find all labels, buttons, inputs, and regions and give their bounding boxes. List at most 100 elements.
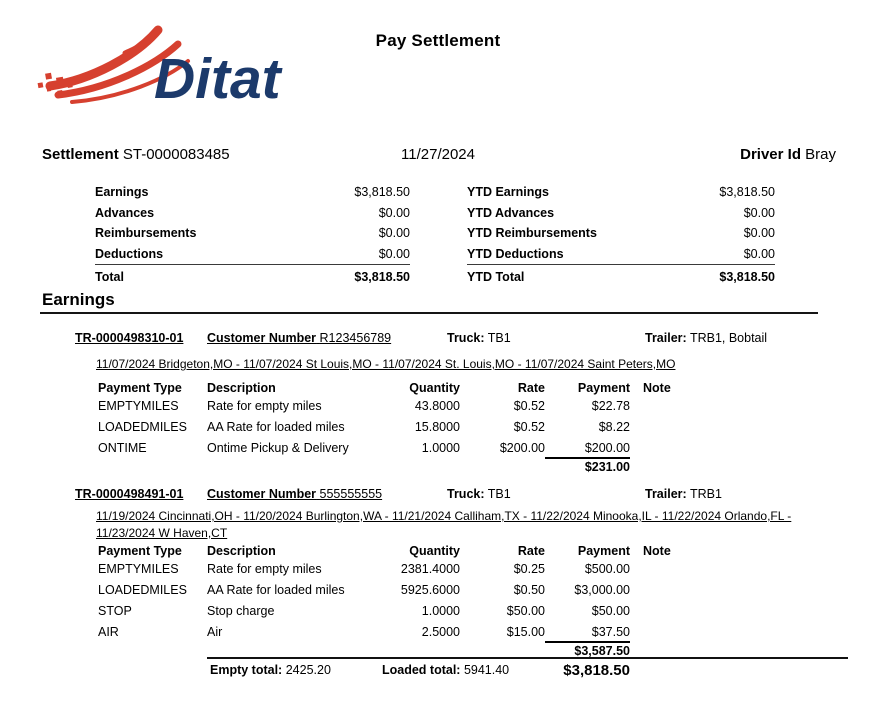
truck-value: TB1 — [487, 487, 511, 501]
trailer-value: TRB1, Bobtail — [689, 331, 768, 345]
summary-row: YTD Advances $0.00 — [467, 203, 775, 224]
loaded-total-label: Loaded total: — [382, 663, 461, 677]
settlement-number-value: ST-0000083485 — [122, 146, 230, 163]
summary-value: $0.00 — [378, 205, 410, 220]
truck-label: Truck: — [447, 487, 485, 501]
ditat-logo: Ditat — [36, 22, 306, 111]
document-title: Pay Settlement — [375, 31, 501, 50]
column-header-rate: Rate — [517, 544, 545, 558]
summary-value: $0.00 — [743, 246, 775, 261]
summary-value: $3,818.50 — [719, 185, 775, 199]
column-header-description: Description — [207, 381, 276, 395]
summary-label: YTD Deductions — [467, 246, 564, 261]
summary-row: Earnings $3,818.50 — [95, 182, 410, 203]
description-cell: Rate for empty miles — [207, 399, 322, 413]
payment-table-header: Payment Type Description Quantity Rate P… — [98, 544, 876, 562]
rate-cell: $0.50 — [513, 583, 545, 597]
column-header-rate: Rate — [517, 381, 545, 395]
summary-total-label: YTD Total — [467, 269, 525, 284]
column-header-payment-type: Payment Type — [98, 381, 182, 395]
customer-number: Customer Number 555555555 — [207, 487, 447, 502]
summary-total-value: $3,818.50 — [354, 269, 410, 284]
summary-total-row: YTD Total $3,818.50 — [467, 264, 775, 287]
column-header-description: Description — [207, 544, 276, 558]
truck: Truck: TB1 — [447, 487, 645, 502]
payment-type-cell: LOADEDMILES — [98, 583, 187, 597]
trip-route: 11/07/2024 Bridgeton,MO - 11/07/2024 St … — [96, 357, 676, 371]
description-cell: Ontime Pickup & Delivery — [207, 441, 349, 455]
trailer: Trailer: TRB1, Bobtail — [645, 331, 876, 346]
trip-subtotal-value: $3,587.50 — [545, 641, 630, 658]
column-header-note: Note — [643, 544, 671, 558]
payment-cell: $8.22 — [598, 420, 630, 434]
column-header-payment: Payment — [577, 544, 630, 558]
truck: Truck: TB1 — [447, 331, 645, 346]
summary-total-value: $3,818.50 — [719, 269, 775, 284]
payment-cell: $22.78 — [591, 399, 630, 413]
empty-total-value: 2425.20 — [285, 663, 331, 677]
quantity-cell: 2381.4000 — [400, 562, 460, 576]
empty-total: Empty total: 2425.20 — [210, 663, 382, 679]
payment-cell: $3,000.00 — [574, 583, 630, 597]
settlement-date: 11/27/2024 — [401, 146, 475, 163]
description-cell: Air — [207, 625, 223, 639]
quantity-cell: 2.5000 — [421, 625, 460, 639]
note-cell — [630, 420, 710, 441]
grand-total-value: $3,818.50 — [563, 662, 630, 679]
summary-label: YTD Reimbursements — [467, 226, 597, 240]
note-cell — [630, 625, 710, 641]
summary-value: $0.00 — [378, 226, 410, 240]
summary-row: YTD Reimbursements $0.00 — [467, 223, 775, 244]
earnings-section-divider — [40, 312, 818, 314]
trip-header: TR-0000498491-01 Customer Number 5555555… — [75, 487, 876, 502]
trip-id: TR-0000498310-01 — [75, 331, 184, 345]
payment-row: LOADEDMILES AA Rate for loaded miles 592… — [98, 583, 876, 604]
summary-label: Earnings — [95, 185, 149, 199]
payment-type-cell: STOP — [98, 604, 132, 618]
description-cell: Stop charge — [207, 604, 275, 618]
driver-id-value: Bray — [805, 146, 836, 163]
loaded-total: Loaded total: 5941.40 — [382, 663, 542, 679]
trip-header: TR-0000498310-01 Customer Number R123456… — [75, 331, 876, 346]
description-cell: AA Rate for loaded miles — [207, 583, 345, 597]
summary-row: Advances $0.00 — [95, 203, 410, 224]
customer-number-label: Customer Number — [207, 487, 317, 501]
column-header-note: Note — [643, 381, 671, 395]
earnings-section-heading: Earnings — [42, 290, 115, 309]
trip-subtotal-row: $231.00 — [98, 457, 876, 474]
rate-cell: $0.52 — [513, 399, 545, 413]
summary-label: YTD Earnings — [467, 185, 549, 199]
payment-row: STOP Stop charge 1.0000 $50.00 $50.00 — [98, 604, 876, 625]
column-header-payment-type: Payment Type — [98, 544, 182, 558]
note-cell — [630, 441, 710, 457]
note-cell — [630, 604, 710, 625]
trip-section: TR-0000498310-01 Customer Number R123456… — [0, 331, 876, 474]
earnings-footer-totals: Empty total: 2425.20 Loaded total: 5941.… — [207, 657, 848, 679]
description-cell: AA Rate for loaded miles — [207, 420, 345, 434]
customer-number: Customer Number R123456789 — [207, 331, 447, 346]
driver-id-label: Driver Id — [740, 146, 801, 163]
payment-type-cell: ONTIME — [98, 441, 147, 455]
column-header-payment: Payment — [577, 381, 630, 395]
summary-total-row: Total $3,818.50 — [95, 264, 410, 287]
truck-value: TB1 — [487, 331, 511, 345]
payment-row: EMPTYMILES Rate for empty miles 2381.400… — [98, 562, 876, 583]
logo-swoosh — [45, 25, 190, 104]
trip-section: TR-0000498491-01 Customer Number 5555555… — [0, 487, 876, 658]
rate-cell: $15.00 — [506, 625, 545, 639]
trip-subtotal-row: $3,587.50 — [98, 641, 876, 658]
rate-cell: $50.00 — [506, 604, 545, 618]
payment-cell: $200.00 — [584, 441, 630, 455]
trailer-value: TRB1 — [689, 487, 722, 501]
summary-label: YTD Advances — [467, 205, 555, 220]
summary-row: Reimbursements $0.00 — [95, 223, 410, 244]
trip-id: TR-0000498491-01 — [75, 487, 184, 501]
payment-type-cell: AIR — [98, 625, 119, 639]
driver-id: Driver Id Bray — [584, 146, 876, 163]
payment-type-cell: EMPTYMILES — [98, 562, 179, 576]
note-cell — [630, 399, 710, 420]
payment-row: AIR Air 2.5000 $15.00 $37.50 — [98, 625, 876, 641]
summary-value: $3,818.50 — [354, 185, 410, 199]
trip-subtotal-value: $231.00 — [545, 457, 630, 474]
